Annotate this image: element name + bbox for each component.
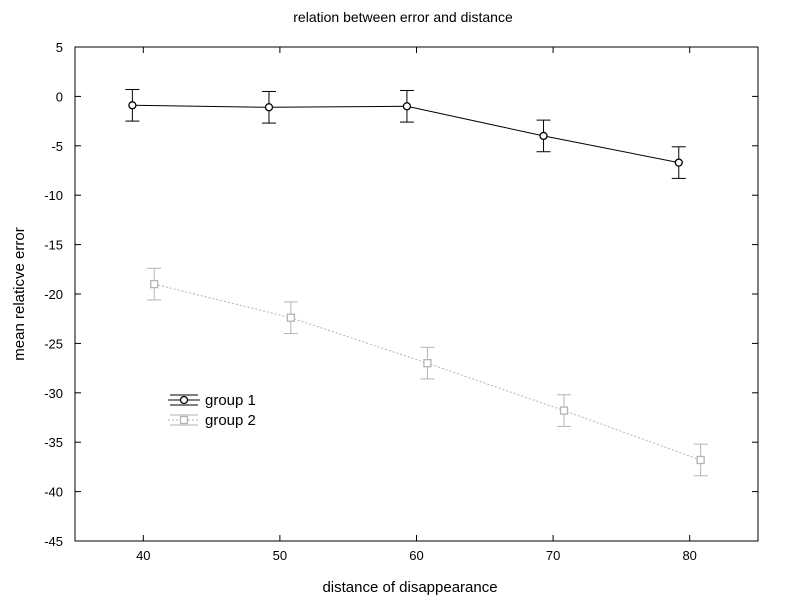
chart-title: relation between error and distance — [293, 9, 513, 25]
y-tick-label: -15 — [44, 238, 63, 253]
legend-entry-1: group 1 — [168, 392, 256, 409]
data-point — [128, 101, 137, 110]
y-tick-label: -10 — [44, 188, 63, 203]
x-tick-label: 70 — [546, 548, 560, 563]
x-axis: 40 50 60 70 80 — [136, 47, 697, 563]
y-tick-label: -40 — [44, 485, 63, 500]
series-1 — [125, 88, 686, 179]
data-point — [423, 359, 432, 368]
data-point — [696, 455, 705, 465]
legend-marker — [179, 395, 189, 405]
series-line — [132, 104, 679, 164]
y-tick-label: -5 — [51, 139, 63, 154]
x-tick-label: 50 — [273, 548, 287, 563]
plot-area — [74, 46, 759, 542]
legend-marker — [179, 415, 189, 425]
legend-label: group 1 — [205, 392, 256, 409]
x-axis-label: distance of disappearance — [322, 579, 497, 596]
legend: group 1 group 2 — [168, 392, 256, 429]
y-tick-label: -35 — [44, 435, 63, 450]
y-axis-label: mean relaticve error — [11, 227, 28, 360]
y-tick-label: 5 — [56, 40, 63, 55]
x-tick-label: 80 — [682, 548, 696, 563]
y-axis: 5 0 -5 -10 -15 -20 -25 -30 -35 -40 -45 — [44, 40, 758, 549]
x-tick-label: 40 — [136, 548, 150, 563]
y-tick-label: -30 — [44, 386, 63, 401]
data-point — [402, 102, 412, 111]
legend-entry-2: group 2 — [168, 412, 256, 429]
data-point — [559, 406, 569, 415]
data-point — [264, 103, 274, 112]
series-layer — [125, 88, 708, 477]
y-tick-label: -45 — [44, 534, 63, 549]
data-point — [150, 279, 159, 289]
legend-label: group 2 — [205, 412, 256, 429]
x-tick-label: 60 — [409, 548, 423, 563]
y-tick-label: 0 — [56, 89, 63, 104]
y-tick-label: -20 — [44, 287, 63, 302]
data-point — [286, 313, 295, 322]
data-point — [674, 158, 683, 167]
data-point — [539, 131, 548, 141]
y-tick-label: -25 — [44, 336, 63, 351]
series-2 — [147, 267, 708, 477]
